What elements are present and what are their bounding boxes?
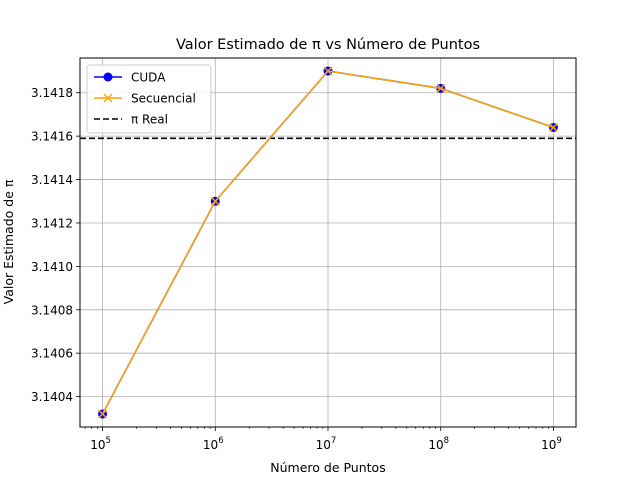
data-point-stroke [323,66,333,76]
x-axis-label: Número de Puntos [270,460,385,475]
x-tick-label: 109 [541,436,562,452]
y-tick-label: 3.1412 [31,216,73,230]
x-tick-label-exponent: 6 [218,436,223,446]
y-tick-label: 3.1410 [31,260,73,274]
data-point [548,122,558,132]
y-axis: 3.1404 3.1406 3.1408 3.1410 3.1412 3.1414 3.14… [31,86,80,404]
x-tick-label: 106 [203,436,224,452]
x-tick-label-exponent: 5 [105,436,110,446]
grid [80,58,576,427]
legend-marker [103,72,113,82]
data-point [98,409,108,419]
legend-label: CUDA [131,71,166,85]
data-point [210,196,220,206]
legend-marker [103,93,113,103]
legend-item: π Real [94,113,168,127]
x-tick-label-base: 10 [203,438,218,452]
y-tick-label: 3.1406 [31,347,73,361]
data-point-stroke [210,196,220,206]
legend-item: CUDA [94,71,166,85]
y-tick-label: 3.1408 [31,303,73,317]
x-tick-label-base: 10 [316,438,331,452]
legend: CUDA Secuencial π Real [86,64,212,134]
legend-label: π Real [131,113,168,127]
data-point [323,66,333,76]
x-tick-label: 108 [428,436,449,452]
x-tick-label-base: 10 [541,438,556,452]
x-tick-label-base: 10 [428,438,443,452]
y-axis-label: Valor Estimado de π [1,179,16,304]
series-group [98,66,558,419]
x-axis: 105 106 107 108 109 [84,427,562,452]
y-tick-label: 3.1418 [31,86,73,100]
data-point-stroke [98,409,108,419]
x-tick-label-exponent: 8 [444,436,449,446]
data-point-stroke [548,122,558,132]
legend-box [86,64,212,134]
series-1 [98,66,558,419]
data-point-stroke [436,83,446,93]
y-tick-label: 3.1404 [31,390,73,404]
x-tick-label: 107 [316,436,337,452]
x-tick-label-base: 10 [90,438,105,452]
x-tick-label: 105 [90,436,111,452]
y-tick-label: 3.1416 [31,130,73,144]
y-tick-label: 3.1414 [31,173,73,187]
legend-item: Secuencial [94,92,196,106]
x-tick-label-exponent: 9 [556,436,561,446]
data-point [436,83,446,93]
chart-title: Valor Estimado de π vs Número de Puntos [176,37,480,53]
legend-label: Secuencial [131,92,196,106]
x-tick-label-exponent: 7 [331,436,336,446]
